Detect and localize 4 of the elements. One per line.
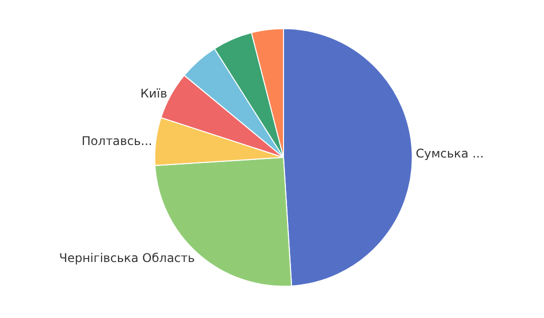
slice-label: Чернігівська Область [59, 250, 195, 265]
slice-label: Сумська ... [416, 146, 484, 160]
slice-label: Київ [140, 86, 168, 101]
slice-label: Полтавсь... [82, 134, 152, 148]
